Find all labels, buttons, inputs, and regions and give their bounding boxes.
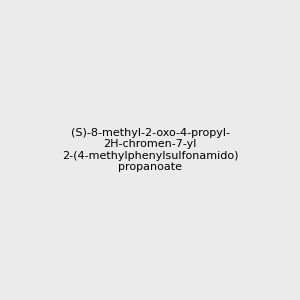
Text: (S)-8-methyl-2-oxo-4-propyl-
2H-chromen-7-yl
2-(4-methylphenylsulfonamido)
propa: (S)-8-methyl-2-oxo-4-propyl- 2H-chromen-… (62, 128, 238, 172)
